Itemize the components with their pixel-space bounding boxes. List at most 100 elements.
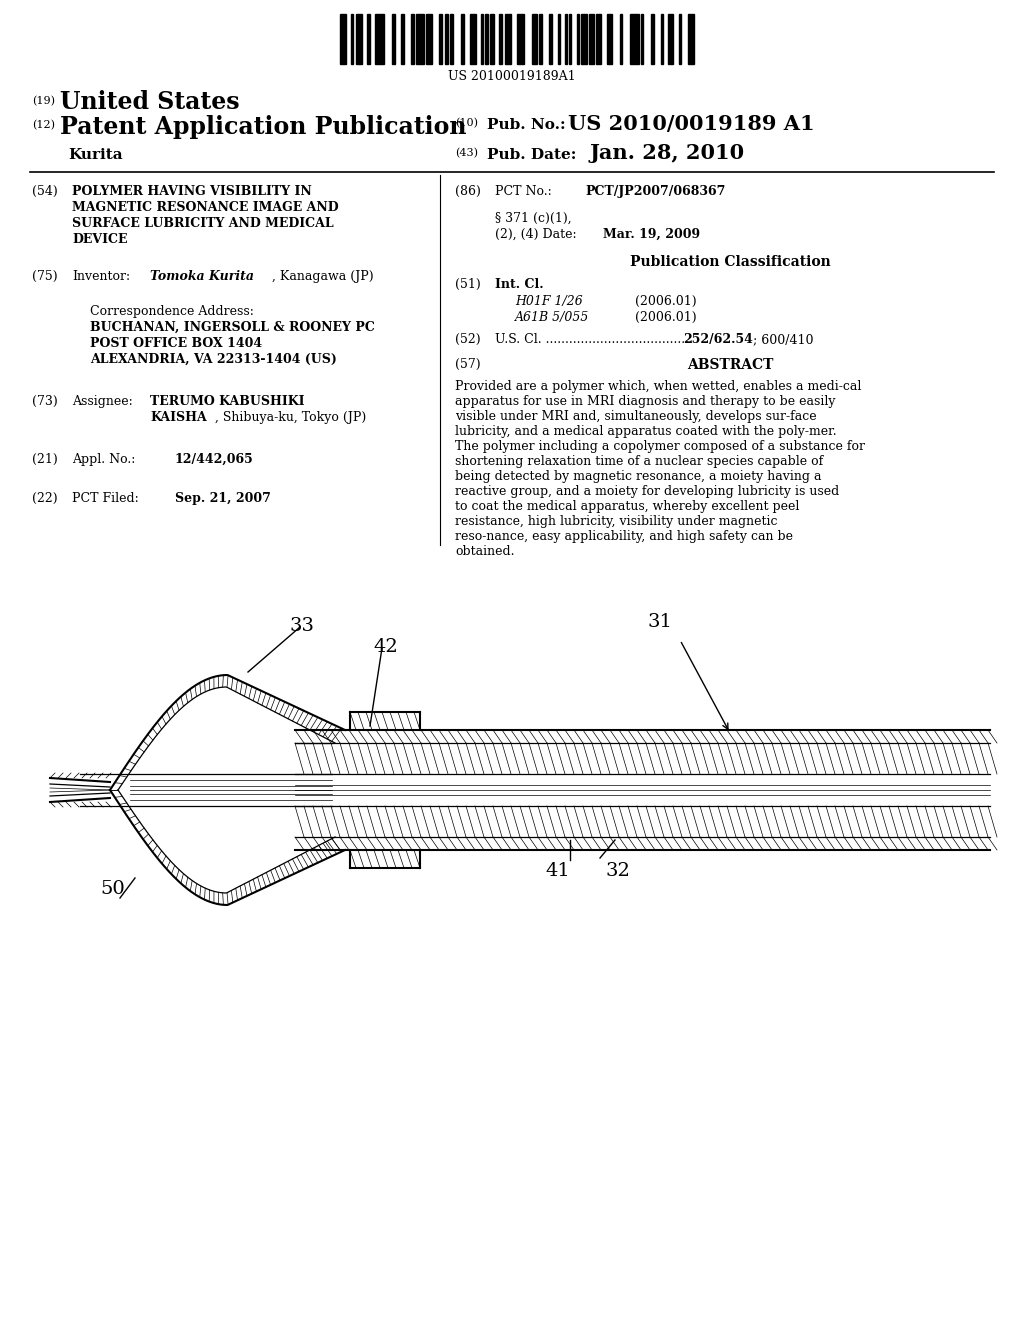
Bar bbox=[549, 15, 552, 63]
Text: Patent Application Publication: Patent Application Publication bbox=[60, 115, 467, 139]
Bar bbox=[392, 15, 395, 63]
Text: United States: United States bbox=[60, 90, 240, 114]
Bar bbox=[485, 15, 488, 63]
Bar bbox=[558, 15, 560, 63]
Text: (73): (73) bbox=[32, 395, 57, 408]
Text: Provided are a polymer which, when wetted, enables a medi-cal: Provided are a polymer which, when wette… bbox=[455, 380, 861, 393]
Bar bbox=[589, 15, 594, 63]
Text: MAGNETIC RESONANCE IMAGE AND: MAGNETIC RESONANCE IMAGE AND bbox=[72, 201, 339, 214]
Bar bbox=[355, 15, 361, 63]
Text: 50: 50 bbox=[100, 880, 125, 898]
Bar bbox=[606, 15, 611, 63]
Text: BUCHANAN, INGERSOLL & ROONEY PC: BUCHANAN, INGERSOLL & ROONEY PC bbox=[90, 321, 375, 334]
Text: PCT Filed:: PCT Filed: bbox=[72, 492, 138, 506]
Text: POST OFFICE BOX 1404: POST OFFICE BOX 1404 bbox=[90, 337, 262, 350]
Text: SURFACE LUBRICITY AND MEDICAL: SURFACE LUBRICITY AND MEDICAL bbox=[72, 216, 334, 230]
Text: being detected by magnetic resonance, a moiety having a: being detected by magnetic resonance, a … bbox=[455, 470, 821, 483]
Bar bbox=[651, 15, 654, 63]
Text: KAISHA: KAISHA bbox=[150, 411, 207, 424]
Text: 12/442,065: 12/442,065 bbox=[175, 453, 254, 466]
Bar bbox=[641, 15, 643, 63]
Text: 42: 42 bbox=[374, 638, 398, 656]
Text: Sep. 21, 2007: Sep. 21, 2007 bbox=[175, 492, 271, 506]
Text: visible under MRI and, simultaneously, develops sur-face: visible under MRI and, simultaneously, d… bbox=[455, 411, 816, 422]
Text: (12): (12) bbox=[32, 120, 55, 131]
Bar bbox=[499, 15, 502, 63]
Bar bbox=[621, 15, 623, 63]
Text: Appl. No.:: Appl. No.: bbox=[72, 453, 135, 466]
Text: Inventor:: Inventor: bbox=[72, 271, 130, 282]
Text: (2), (4) Date:: (2), (4) Date: bbox=[495, 228, 577, 242]
Text: H01F 1/26: H01F 1/26 bbox=[515, 294, 583, 308]
Text: Correspondence Address:: Correspondence Address: bbox=[90, 305, 254, 318]
Text: , Shibuya-ku, Tokyo (JP): , Shibuya-ku, Tokyo (JP) bbox=[215, 411, 367, 424]
Text: (10): (10) bbox=[455, 117, 478, 128]
Bar bbox=[490, 15, 494, 63]
Bar bbox=[679, 15, 681, 63]
Bar bbox=[411, 15, 414, 63]
Text: Jan. 28, 2010: Jan. 28, 2010 bbox=[590, 143, 745, 162]
Bar bbox=[577, 15, 579, 63]
Text: (57): (57) bbox=[455, 358, 480, 371]
Bar bbox=[367, 15, 370, 63]
Bar bbox=[375, 15, 384, 63]
Text: ALEXANDRIA, VA 22313-1404 (US): ALEXANDRIA, VA 22313-1404 (US) bbox=[90, 352, 337, 366]
Text: (75): (75) bbox=[32, 271, 57, 282]
Text: reso-nance, easy applicability, and high safety can be: reso-nance, easy applicability, and high… bbox=[455, 531, 793, 543]
Text: TERUMO KABUSHIKI: TERUMO KABUSHIKI bbox=[150, 395, 304, 408]
Bar bbox=[426, 15, 432, 63]
Bar bbox=[540, 15, 543, 63]
Text: to coat the medical apparatus, whereby excellent peel: to coat the medical apparatus, whereby e… bbox=[455, 500, 800, 513]
Bar bbox=[505, 15, 511, 63]
Text: resistance, high lubricity, visibility under magnetic: resistance, high lubricity, visibility u… bbox=[455, 515, 777, 528]
Text: 252/62.54: 252/62.54 bbox=[683, 333, 753, 346]
Text: lubricity, and a medical apparatus coated with the poly-mer.: lubricity, and a medical apparatus coate… bbox=[455, 425, 837, 438]
Text: POLYMER HAVING VISIBILITY IN: POLYMER HAVING VISIBILITY IN bbox=[72, 185, 311, 198]
Text: Assignee:: Assignee: bbox=[72, 395, 133, 408]
Text: (43): (43) bbox=[455, 148, 478, 158]
Text: (52): (52) bbox=[455, 333, 480, 346]
Text: Kurita: Kurita bbox=[68, 148, 123, 162]
Bar bbox=[401, 15, 404, 63]
Text: ABSTRACT: ABSTRACT bbox=[687, 358, 773, 372]
Text: (51): (51) bbox=[455, 279, 480, 290]
Bar bbox=[565, 15, 567, 63]
Text: The polymer including a copolymer composed of a substance for: The polymer including a copolymer compos… bbox=[455, 440, 865, 453]
Bar bbox=[462, 15, 465, 63]
Text: US 20100019189A1: US 20100019189A1 bbox=[449, 70, 575, 83]
Text: PCT/JP2007/068367: PCT/JP2007/068367 bbox=[585, 185, 725, 198]
Text: reactive group, and a moiety for developing lubricity is used: reactive group, and a moiety for develop… bbox=[455, 484, 840, 498]
Text: 31: 31 bbox=[647, 612, 673, 631]
Bar bbox=[581, 15, 587, 63]
Bar bbox=[631, 15, 639, 63]
Bar bbox=[569, 15, 571, 63]
Text: apparatus for use in MRI diagnosis and therapy to be easily: apparatus for use in MRI diagnosis and t… bbox=[455, 395, 836, 408]
Text: US 2010/0019189 A1: US 2010/0019189 A1 bbox=[568, 114, 815, 135]
Text: (22): (22) bbox=[32, 492, 57, 506]
Text: (2006.01): (2006.01) bbox=[635, 294, 696, 308]
Text: Pub. No.:: Pub. No.: bbox=[487, 117, 565, 132]
Text: § 371 (c)(1),: § 371 (c)(1), bbox=[495, 213, 571, 224]
Text: 32: 32 bbox=[605, 862, 631, 880]
Text: Mar. 19, 2009: Mar. 19, 2009 bbox=[603, 228, 700, 242]
Text: U.S. Cl. ......................................: U.S. Cl. ...............................… bbox=[495, 333, 693, 346]
Text: Int. Cl.: Int. Cl. bbox=[495, 279, 544, 290]
Text: Tomoka Kurita: Tomoka Kurita bbox=[150, 271, 254, 282]
Text: Pub. Date:: Pub. Date: bbox=[487, 148, 577, 162]
Bar bbox=[450, 15, 453, 63]
Text: (21): (21) bbox=[32, 453, 57, 466]
Text: Publication Classification: Publication Classification bbox=[630, 255, 830, 269]
Text: DEVICE: DEVICE bbox=[72, 234, 128, 246]
Text: ; 600/410: ; 600/410 bbox=[753, 333, 813, 346]
Bar bbox=[470, 15, 476, 63]
Text: (86): (86) bbox=[455, 185, 481, 198]
Bar bbox=[596, 15, 601, 63]
Bar bbox=[481, 15, 483, 63]
Text: (2006.01): (2006.01) bbox=[635, 312, 696, 323]
Text: shortening relaxation time of a nuclear species capable of: shortening relaxation time of a nuclear … bbox=[455, 455, 823, 469]
Bar bbox=[438, 15, 441, 63]
Bar bbox=[351, 15, 353, 63]
Bar bbox=[531, 15, 538, 63]
Text: (19): (19) bbox=[32, 96, 55, 107]
Text: PCT No.:: PCT No.: bbox=[495, 185, 552, 198]
